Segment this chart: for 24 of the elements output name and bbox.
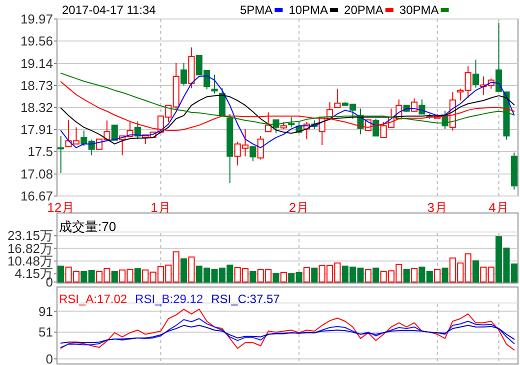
- y-tick-label: 23.15万: [7, 228, 53, 244]
- legend-label: 10PMA: [288, 3, 328, 17]
- y-tick-label: 16.82万: [7, 240, 53, 256]
- y-tick-label: 17.91: [20, 122, 53, 137]
- y-tick-label: 0: [46, 351, 53, 365]
- y-tick-label: 19.97: [20, 12, 53, 26]
- legend-label: 30PMA: [399, 3, 439, 17]
- y-tick-label: 18.32: [20, 100, 53, 115]
- y-tick-label: 51: [38, 324, 53, 340]
- y-tick-label: 18.73: [20, 78, 53, 94]
- legend-label: 5PMA: [240, 3, 273, 17]
- y-tick-label: 19.56: [20, 33, 53, 48]
- y-tick-label: 16.67: [20, 188, 53, 204]
- y-tick-label: 19.14: [20, 56, 53, 72]
- y-tick-label: 91: [38, 304, 53, 319]
- series-label: RSI_C:37.57: [211, 292, 280, 306]
- y-tick-label: 17.08: [20, 166, 53, 182]
- y-tick-label: 17.5: [28, 144, 53, 159]
- chart-title: 成交量:70: [59, 219, 116, 234]
- legend-label: 20PMA: [344, 3, 384, 17]
- series-label: RSI_B:29.12: [135, 292, 204, 306]
- y-tick-label: 10.48万: [7, 254, 53, 269]
- text: RSI_A:17.02: [59, 292, 128, 306]
- chart-title: 2017-04-17 11:34: [62, 3, 156, 17]
